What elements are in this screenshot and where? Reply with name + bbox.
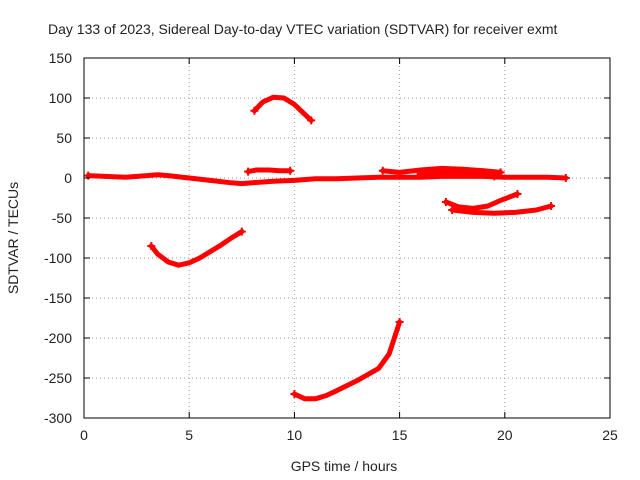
y-tick-label: -100 <box>44 250 72 266</box>
data-point-marker <box>286 166 295 175</box>
ticks: 150 100 50 0 -50 -100 -150 -200 -250 -300 0 5 10 15 20… <box>44 50 618 443</box>
series-line-5 <box>380 165 504 175</box>
x-tick-label: 20 <box>497 427 513 443</box>
x-tick-label: 0 <box>80 427 88 443</box>
data-point-marker <box>395 318 404 326</box>
data-point-marker <box>147 242 156 250</box>
data-point-marker <box>490 172 499 181</box>
data-point-marker <box>513 190 522 198</box>
y-tick-label: -200 <box>44 330 72 346</box>
series-layer <box>84 94 570 402</box>
data-point-marker <box>237 227 246 236</box>
data-point-marker <box>496 168 505 177</box>
data-point-marker <box>441 198 450 206</box>
data-point-marker <box>416 170 425 178</box>
y-tick-label: 50 <box>56 130 72 146</box>
y-tick-label: -150 <box>44 290 72 306</box>
data-point-marker <box>547 202 556 210</box>
x-tick-label: 25 <box>602 427 618 443</box>
y-tick-label: -50 <box>52 210 72 226</box>
series-line-6 <box>418 169 497 179</box>
x-tick-label: 5 <box>185 427 193 443</box>
y-tick-label: 0 <box>64 170 72 186</box>
series-line-4 <box>245 167 293 175</box>
data-point-marker <box>244 167 253 176</box>
series-line-3 <box>291 319 403 402</box>
chart-title: Day 133 of 2023, Sidereal Day-to-day VTE… <box>48 21 557 37</box>
y-axis-label: SDTVAR / TECUs <box>5 182 21 294</box>
data-point-marker <box>290 390 299 398</box>
y-tick-label: -250 <box>44 370 72 386</box>
series-line-8 <box>449 203 554 216</box>
x-tick-label: 10 <box>287 427 303 443</box>
data-point-marker <box>378 166 387 175</box>
y-tick-label: 100 <box>49 90 73 106</box>
data-point-marker <box>307 116 316 125</box>
x-axis-label: GPS time / hours <box>291 458 398 474</box>
grid <box>84 58 610 418</box>
y-tick-label: -300 <box>44 410 72 426</box>
series-line-2 <box>148 229 245 268</box>
data-point-marker <box>250 106 259 115</box>
data-point-marker <box>448 206 457 214</box>
series-line-1 <box>251 94 314 123</box>
data-point-marker <box>561 174 570 182</box>
x-tick-label: 15 <box>392 427 408 443</box>
series-line-7 <box>443 191 520 211</box>
plot-frame <box>83 57 611 419</box>
y-tick-label: 150 <box>49 50 73 66</box>
